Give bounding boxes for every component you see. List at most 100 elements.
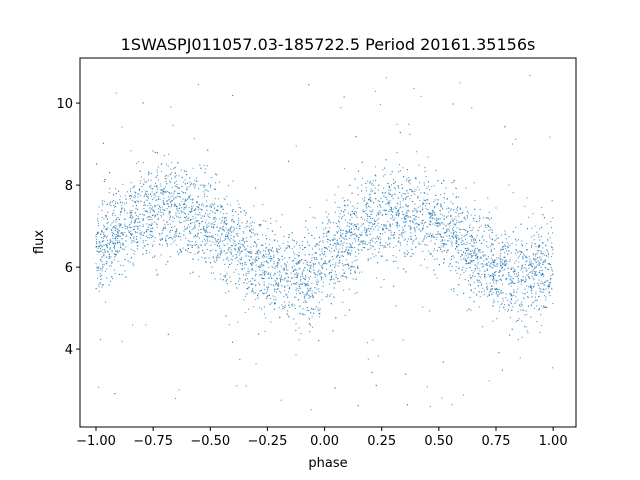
data-point — [216, 226, 218, 228]
data-point — [282, 306, 284, 308]
data-point — [304, 278, 306, 280]
data-point — [430, 217, 432, 219]
data-point — [462, 211, 464, 213]
data-point — [130, 220, 132, 222]
data-point — [135, 218, 137, 221]
data-point — [264, 250, 266, 252]
data-point — [258, 282, 260, 284]
data-point — [460, 221, 462, 223]
data-point — [476, 280, 478, 282]
data-point — [192, 205, 195, 207]
data-point — [443, 218, 445, 220]
data-point — [504, 260, 506, 262]
data-point — [248, 226, 250, 228]
data-point — [216, 258, 218, 260]
data-point — [406, 169, 409, 171]
data-point — [494, 271, 496, 274]
data-point — [135, 207, 137, 210]
data-point — [376, 236, 378, 238]
data-point — [503, 304, 506, 306]
data-point — [319, 273, 321, 275]
data-point — [536, 231, 538, 233]
data-point — [454, 230, 456, 233]
data-point — [343, 264, 345, 267]
data-point — [484, 263, 486, 266]
data-point — [542, 253, 544, 255]
data-point — [204, 260, 206, 262]
data-point — [200, 244, 202, 246]
data-point — [443, 244, 445, 246]
data-point — [374, 90, 377, 92]
data-point — [101, 284, 103, 286]
data-point — [204, 234, 206, 236]
data-point — [223, 197, 225, 199]
data-point — [100, 244, 102, 246]
data-point — [390, 208, 393, 210]
data-point — [121, 232, 123, 234]
data-point — [437, 231, 439, 233]
data-point — [451, 255, 453, 258]
data-point — [473, 220, 475, 222]
data-point — [427, 209, 429, 211]
data-point — [299, 244, 301, 247]
data-point — [118, 230, 120, 232]
data-point — [245, 222, 248, 224]
data-point — [308, 232, 310, 234]
data-point — [101, 245, 103, 247]
data-point — [237, 223, 239, 226]
data-point — [326, 231, 328, 233]
data-point — [440, 194, 442, 196]
data-point — [223, 250, 225, 252]
data-point — [517, 274, 520, 276]
data-point — [497, 296, 499, 298]
data-point — [114, 272, 116, 274]
data-point — [398, 234, 400, 236]
data-point — [183, 234, 185, 236]
data-point — [349, 246, 351, 248]
data-point — [470, 256, 472, 259]
data-point — [328, 231, 330, 233]
data-point — [204, 230, 206, 232]
data-point — [486, 217, 488, 219]
data-point — [357, 194, 359, 196]
data-point — [136, 200, 138, 202]
data-point — [452, 229, 454, 231]
data-point — [417, 207, 419, 209]
data-point — [207, 214, 209, 216]
data-point — [300, 278, 302, 280]
data-point — [225, 280, 227, 282]
data-point — [446, 229, 448, 231]
data-point — [382, 209, 384, 211]
data-point — [171, 238, 173, 240]
data-point — [535, 299, 537, 301]
data-point — [100, 250, 102, 252]
data-point — [97, 247, 99, 249]
data-point — [437, 222, 439, 224]
data-point — [495, 259, 497, 261]
data-point — [298, 252, 300, 254]
data-point — [510, 301, 512, 303]
data-point — [334, 266, 336, 268]
data-point — [98, 269, 100, 271]
data-point — [263, 281, 265, 283]
data-point — [446, 240, 449, 242]
data-point — [470, 259, 472, 261]
data-point — [412, 218, 414, 220]
data-point — [367, 215, 369, 217]
data-point — [328, 239, 330, 241]
data-point — [515, 320, 517, 322]
data-point — [236, 263, 238, 266]
data-point — [229, 230, 231, 232]
data-point — [178, 221, 180, 223]
data-point — [101, 231, 103, 233]
data-point — [374, 187, 376, 189]
data-point — [538, 246, 540, 248]
data-point — [288, 316, 290, 318]
data-point — [129, 261, 131, 263]
data-point — [114, 243, 116, 245]
data-point — [175, 232, 177, 234]
data-point — [492, 255, 494, 257]
data-point — [410, 255, 412, 257]
data-point — [368, 242, 370, 244]
data-point — [244, 227, 246, 229]
